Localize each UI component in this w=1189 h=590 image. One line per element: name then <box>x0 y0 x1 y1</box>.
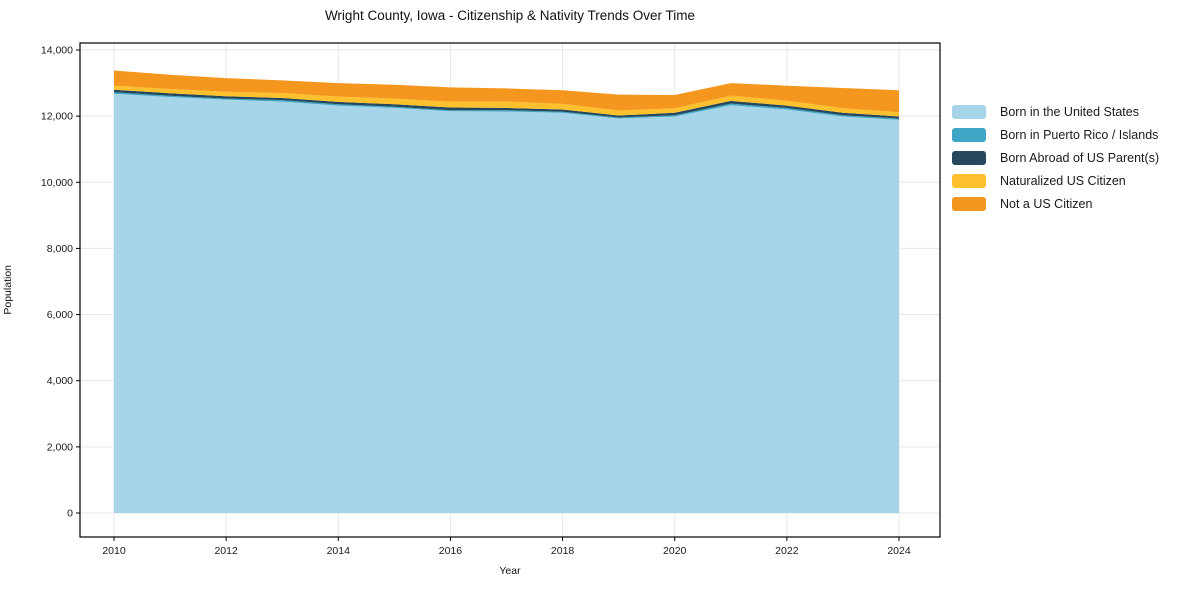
area-series-0 <box>114 93 899 513</box>
legend-swatch-icon <box>952 151 986 165</box>
y-tick-label: 12,000 <box>41 111 73 123</box>
legend-label: Naturalized US Citizen <box>1000 174 1126 188</box>
y-tick-label: 0 <box>67 508 73 520</box>
y-tick-label: 8,000 <box>47 243 73 255</box>
x-tick-label: 2024 <box>887 545 911 557</box>
legend-swatch-icon <box>952 174 986 188</box>
x-tick-label: 2012 <box>214 545 238 557</box>
x-tick-label: 2016 <box>439 545 463 557</box>
legend-swatch-icon <box>952 128 986 142</box>
x-axis-label: Year <box>499 565 521 577</box>
legend-label: Born Abroad of US Parent(s) <box>1000 151 1160 165</box>
x-tick-label: 2014 <box>327 545 351 557</box>
axes-spines <box>79 42 941 538</box>
y-tick-label: 2,000 <box>47 441 73 453</box>
area-series-2 <box>114 89 899 119</box>
legend-item-4: Not a US Citizen <box>952 197 1159 211</box>
y-tick-label: 10,000 <box>41 177 73 189</box>
y-tick-label: 6,000 <box>47 309 73 321</box>
legend-label: Born in the United States <box>1000 105 1139 119</box>
legend-item-0: Born in the United States <box>952 105 1159 119</box>
area-series-4 <box>114 70 899 113</box>
y-tick-label: 4,000 <box>47 375 73 387</box>
chart-title: Wright County, Iowa - Citizenship & Nati… <box>324 8 696 23</box>
area-series-1 <box>114 92 899 120</box>
legend-item-1: Born in Puerto Rico / Islands <box>952 128 1159 142</box>
legend-label: Not a US Citizen <box>1000 197 1093 211</box>
legend-item-3: Naturalized US Citizen <box>952 174 1159 188</box>
area-series-3 <box>114 85 899 117</box>
x-tick-label: 2018 <box>551 545 575 557</box>
legend-swatch-icon <box>952 197 986 211</box>
legend-item-2: Born Abroad of US Parent(s) <box>952 151 1159 165</box>
legend-swatch-icon <box>952 105 986 119</box>
y-axis: 0 2,000 4,000 6,000 8,000 10,000 12,000 14,000 <box>41 45 80 520</box>
legend: Born in the United States Born in Puerto … <box>952 105 1159 211</box>
legend-label: Born in Puerto Rico / Islands <box>1000 128 1159 142</box>
x-tick-label: 2010 <box>102 545 126 557</box>
x-axis: 2010 2012 2014 2016 2018 2020 2022 2024 <box>102 537 911 557</box>
x-tick-label: 2022 <box>775 545 799 557</box>
x-tick-label: 2020 <box>663 545 687 557</box>
stacked-areas <box>114 70 899 513</box>
y-tick-label: 14,000 <box>41 45 73 57</box>
